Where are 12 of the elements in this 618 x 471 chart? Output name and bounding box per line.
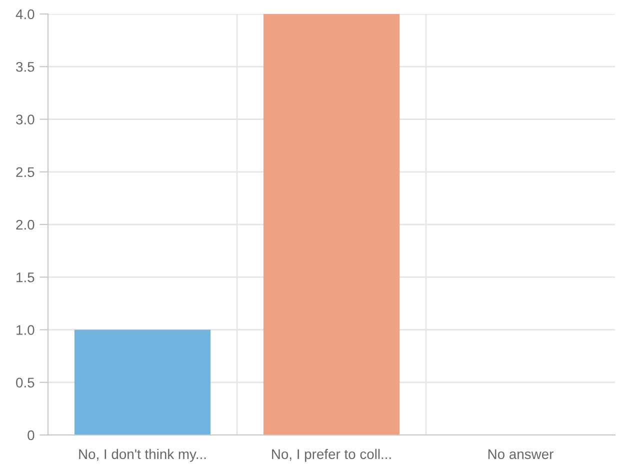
x-tick-label: No answer bbox=[488, 449, 554, 460]
y-tick-label: 2.5 bbox=[16, 167, 34, 178]
x-tick-label: No, I don't think my... bbox=[79, 448, 206, 462]
y-tick-label: 4.0 bbox=[16, 9, 34, 20]
y-tick-label: 3.5 bbox=[16, 62, 34, 72]
y-tick-label: 1.5 bbox=[16, 272, 34, 282]
x-tick-label: No, I prefer to coll... bbox=[272, 448, 391, 462]
y-tick-label: 2.0 bbox=[16, 220, 34, 230]
y-tick-label: 0 bbox=[28, 430, 34, 440]
y-tick-label: 0.5 bbox=[16, 378, 34, 388]
y-tick-label: 3.0 bbox=[16, 114, 34, 124]
y-tick-label: 1.0 bbox=[16, 325, 34, 335]
